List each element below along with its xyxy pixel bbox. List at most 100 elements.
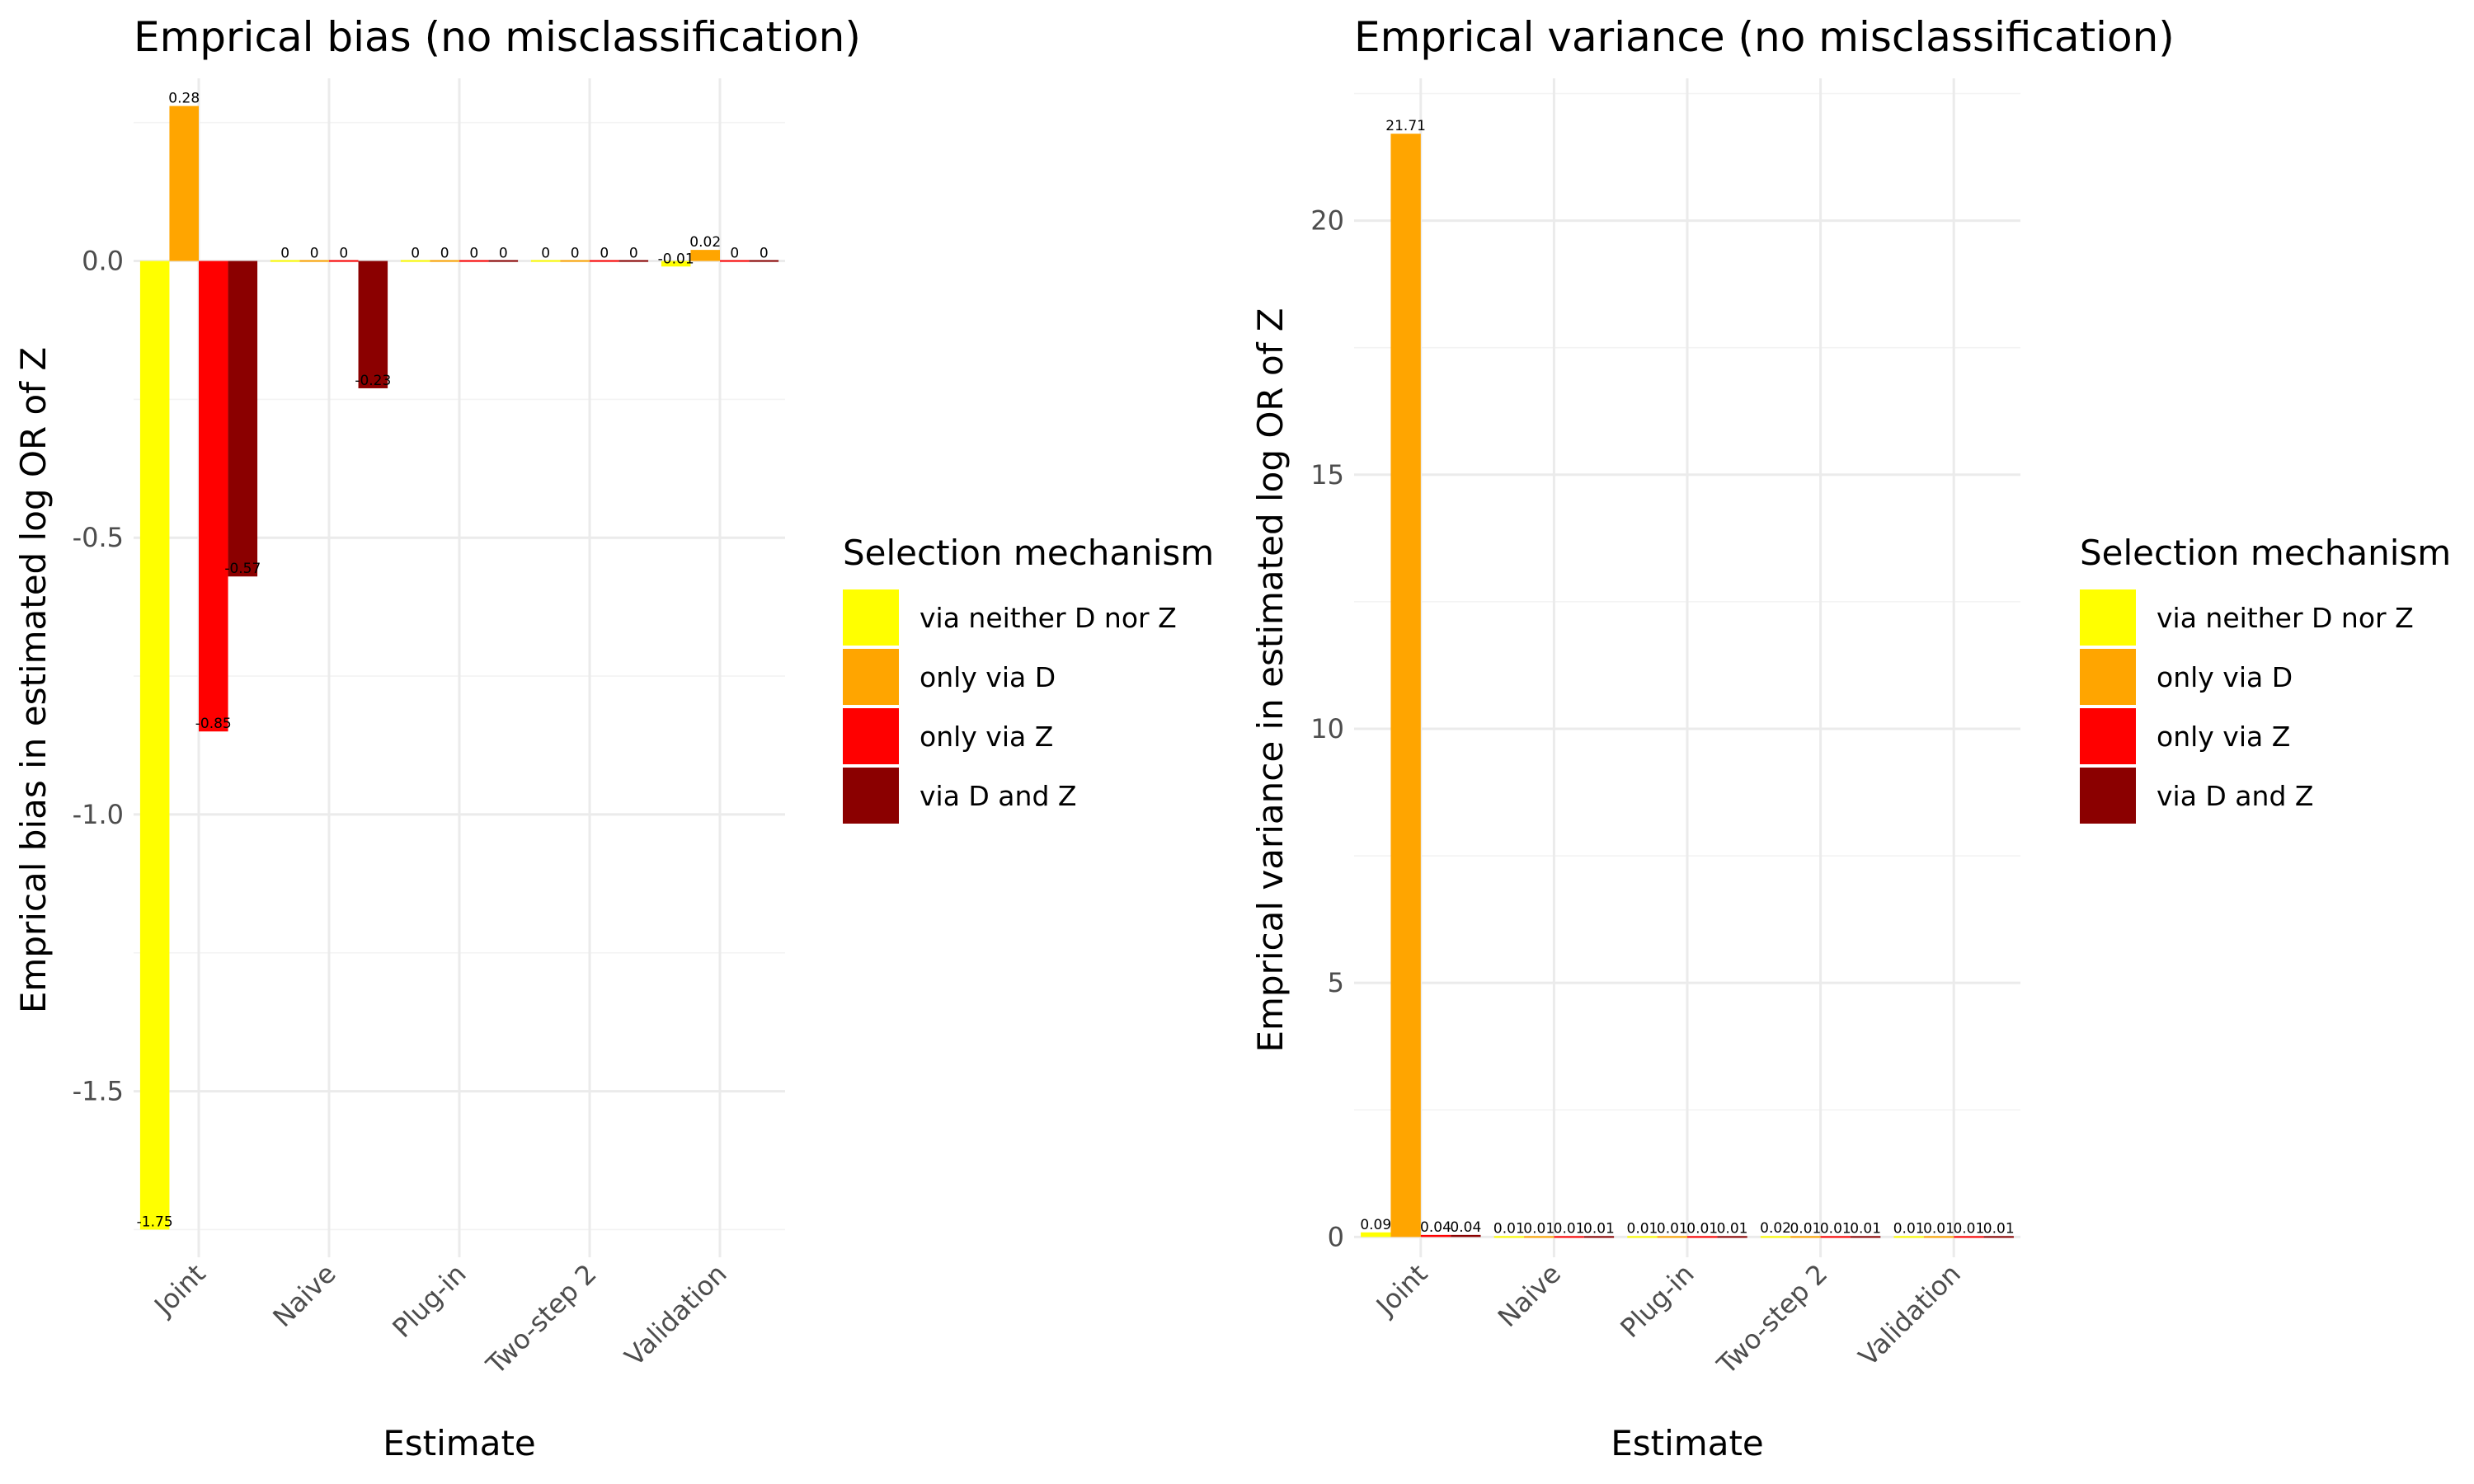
x-tick-label: Joint: [1369, 1258, 1433, 1322]
data-label: 0.01: [1554, 1221, 1585, 1237]
data-label: 0.01: [1820, 1221, 1851, 1237]
bias-chart-y-axis-title: Emprical bias in estimated log OR of Z: [13, 347, 54, 1013]
bar: [560, 260, 590, 262]
bar: [1820, 1236, 1851, 1238]
bar: [169, 106, 199, 261]
data-label: 0.28: [168, 91, 200, 107]
bias-chart-legend: Selection mechanism via neither D nor Z o…: [843, 533, 1214, 824]
data-label: 0: [600, 246, 609, 262]
bar: [1627, 1236, 1658, 1238]
bar: [1554, 1236, 1584, 1238]
data-label: 0: [310, 246, 319, 262]
data-label: 0.01: [1583, 1221, 1615, 1237]
legend-swatch: [843, 768, 899, 824]
bar: [1923, 1236, 1954, 1238]
bar: [590, 260, 619, 262]
data-label: 0.01: [1717, 1221, 1748, 1237]
bar: [459, 260, 489, 262]
data-label: 0.01: [1850, 1221, 1881, 1237]
legend-swatch: [843, 589, 899, 646]
y-tick-label: 15: [1310, 459, 1344, 491]
x-tick-label: Naive: [1492, 1258, 1567, 1333]
x-tick-label: Plug-in: [1614, 1258, 1700, 1344]
bar: [1760, 1236, 1791, 1238]
variance-chart-x-axis-title: Estimate: [1611, 1423, 1764, 1463]
bar: [1850, 1236, 1881, 1238]
bar: [618, 260, 649, 262]
bar: [299, 260, 329, 262]
data-label: 0: [629, 246, 638, 262]
variance-chart-gridlines: [1354, 78, 2020, 1257]
bar: [1583, 1236, 1615, 1238]
bias-chart-x-axis-title: Estimate: [383, 1423, 536, 1463]
legend-label: via neither D nor Z: [2157, 602, 2414, 634]
legend-label: via D and Z: [2157, 780, 2314, 812]
data-label: 0.04: [1450, 1219, 1481, 1236]
legend-swatch: [2080, 589, 2136, 646]
data-label: 0.09: [1360, 1217, 1391, 1233]
data-label: 0: [760, 246, 769, 262]
y-tick-label: 0.0: [82, 246, 124, 277]
bar: [1893, 1236, 1924, 1238]
bar: [139, 261, 170, 1230]
data-label: 0: [339, 246, 348, 262]
bar: [488, 260, 519, 262]
data-label: 21.71: [1385, 118, 1426, 134]
data-label: -0.85: [195, 716, 232, 732]
x-tick-label: Naive: [266, 1258, 341, 1333]
legend-swatch: [843, 649, 899, 705]
variance-legend-title: Selection mechanism: [2080, 533, 2451, 573]
legend-label: via neither D nor Z: [920, 602, 1177, 634]
data-label: -1.75: [137, 1214, 173, 1230]
bar: [1687, 1236, 1718, 1238]
bar: [530, 260, 561, 262]
bias-chart-panel: Emprical bias (no misclassification) -1.…: [13, 13, 861, 1463]
legend-label: via D and Z: [920, 780, 1077, 812]
data-label: 0: [499, 246, 508, 262]
y-tick-label: 10: [1310, 713, 1344, 744]
bar: [720, 260, 750, 262]
bar: [690, 250, 720, 261]
bar: [1524, 1236, 1554, 1238]
data-label: 0.01: [1493, 1221, 1525, 1237]
bar: [1954, 1236, 1984, 1238]
variance-chart-title: Emprical variance (no misclassification): [1354, 13, 2175, 61]
bar: [329, 260, 359, 262]
bar: [1420, 1234, 1451, 1237]
data-label: 0.01: [1953, 1221, 1984, 1237]
legend-swatch: [2080, 768, 2136, 824]
bias-legend-title: Selection mechanism: [843, 533, 1214, 573]
y-tick-label: 5: [1328, 967, 1344, 998]
x-tick-label: Two-step 2: [480, 1258, 603, 1381]
bar: [228, 261, 258, 577]
legend-swatch: [2080, 649, 2136, 705]
bar: [1361, 1232, 1391, 1237]
data-label: -0.23: [355, 373, 391, 389]
data-label: 0.01: [1686, 1221, 1718, 1237]
bias-chart-gridlines: [134, 78, 785, 1257]
data-label: 0: [440, 246, 449, 262]
data-label: 0.01: [1627, 1221, 1658, 1237]
variance-chart-y-axis-title: Emprical variance in estimated log OR of…: [1250, 308, 1291, 1052]
data-label: 0.01: [1893, 1221, 1925, 1237]
variance-chart-legend: Selection mechanism via neither D nor Z o…: [2080, 533, 2451, 824]
legend-label: only via Z: [920, 721, 1053, 753]
bar: [400, 260, 430, 262]
variance-legend-entries: via neither D nor Z only via D only via Z v…: [2080, 589, 2414, 824]
x-tick-label: Validation: [618, 1258, 733, 1373]
bias-chart-x-ticks: Joint Naive Plug-in Two-step 2 Validation: [147, 1258, 732, 1381]
bar: [1717, 1236, 1747, 1238]
data-label: -0.57: [224, 561, 261, 577]
x-tick-label: Joint: [147, 1258, 211, 1322]
data-label: 0: [280, 246, 289, 262]
bar: [1493, 1236, 1525, 1238]
bar: [430, 260, 459, 262]
data-label: 0: [541, 246, 550, 262]
bar: [270, 260, 300, 262]
data-label: 0.01: [1523, 1221, 1554, 1237]
bar: [661, 261, 691, 267]
bar: [1451, 1234, 1481, 1237]
data-label: -0.01: [658, 251, 694, 267]
bar: [1983, 1236, 2014, 1238]
